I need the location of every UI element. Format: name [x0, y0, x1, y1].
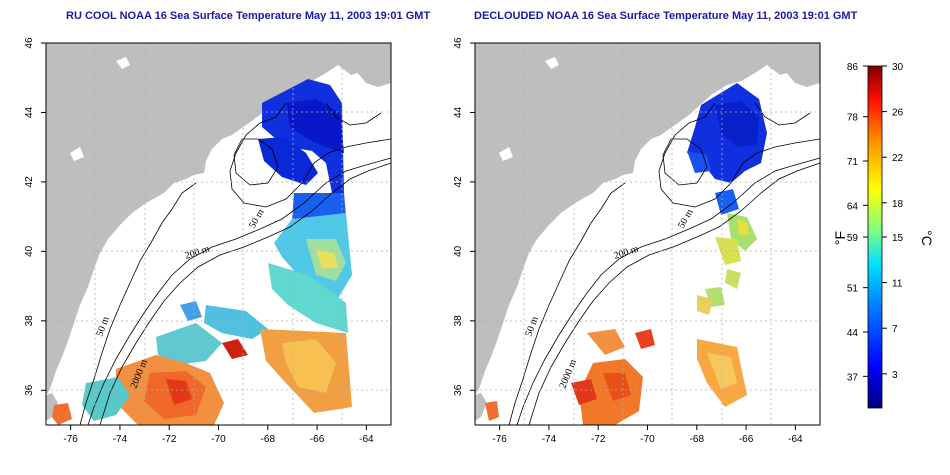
left-lon-tick-label: -66	[310, 434, 325, 445]
left-lon-tick-label: -74	[113, 434, 128, 445]
left-lat-tick-label: 36	[24, 384, 35, 396]
right-lat-tick-label: 44	[453, 106, 464, 118]
left-lon-tick-label: -68	[261, 434, 276, 445]
right-lon-tick-label: -74	[542, 434, 557, 445]
fahrenheit-tick-label: 71	[847, 157, 859, 168]
left-lat-tick-label: 38	[24, 315, 35, 327]
fahrenheit-tick-label: 78	[847, 113, 859, 124]
left-map: 50 m 50 m 200 m 2000 m	[45, 42, 392, 426]
right-lon-tick-label: -66	[739, 434, 754, 445]
right-lat-tick-label: 46	[453, 37, 464, 49]
colorbar: 30 26 22 18 15 11 7 3 86 78 71 64 59 51 44 37 °F °C	[832, 62, 935, 409]
celsius-tick-label: 11	[892, 279, 903, 290]
celsius-tick-label: 7	[892, 324, 898, 335]
right-lon-tick-label: -70	[640, 434, 655, 445]
left-lat-tick-label: 44	[24, 106, 35, 118]
fahrenheit-tick-label: 44	[847, 328, 859, 339]
right-map: 50 m 50 m 200 m 2000 m	[474, 42, 821, 426]
fahrenheit-tick-label: 37	[847, 372, 859, 383]
right-lon-tick-label: -68	[690, 434, 705, 445]
left-lat-tick-label: 46	[24, 37, 35, 49]
celsius-tick-label: 18	[892, 199, 904, 210]
fahrenheit-unit-label: °F	[832, 231, 848, 245]
left-lon-tick-label: -72	[162, 434, 177, 445]
left-lon-tick-label: -76	[63, 434, 78, 445]
celsius-unit-label: °C	[919, 230, 935, 246]
colorbar-gradient	[867, 65, 883, 409]
left-lat-tick-label: 40	[24, 245, 35, 257]
celsius-tick-label: 15	[892, 233, 904, 244]
left-lat-tick-label: 42	[24, 176, 35, 188]
fahrenheit-tick-label: 64	[847, 201, 859, 212]
right-lon-tick-label: -64	[788, 434, 803, 445]
right-lat-tick-label: 36	[453, 384, 464, 396]
right-lat-tick-label: 40	[453, 245, 464, 257]
celsius-tick-label: 22	[892, 153, 904, 164]
right-lon-tick-label: -72	[591, 434, 606, 445]
celsius-tick-label: 30	[892, 62, 904, 73]
left-sst-layer	[52, 79, 352, 425]
celsius-tick-label: 26	[892, 108, 904, 119]
fahrenheit-tick-label: 86	[847, 62, 859, 73]
right-lat-tick-label: 38	[453, 315, 464, 327]
left-lon-tick-label: -70	[211, 434, 226, 445]
left-map-title: RU COOL NOAA 16 Sea Surface Temperature …	[66, 10, 431, 22]
right-lat-tick-label: 42	[453, 176, 464, 188]
fahrenheit-tick-label: 51	[847, 284, 859, 295]
celsius-tick-label: 3	[892, 370, 898, 381]
left-lon-tick-label: -64	[359, 434, 374, 445]
fahrenheit-tick-label: 59	[847, 233, 859, 244]
right-map-title: DECLOUDED NOAA 16 Sea Surface Temperatur…	[474, 10, 858, 22]
right-lon-tick-label: -76	[492, 434, 507, 445]
